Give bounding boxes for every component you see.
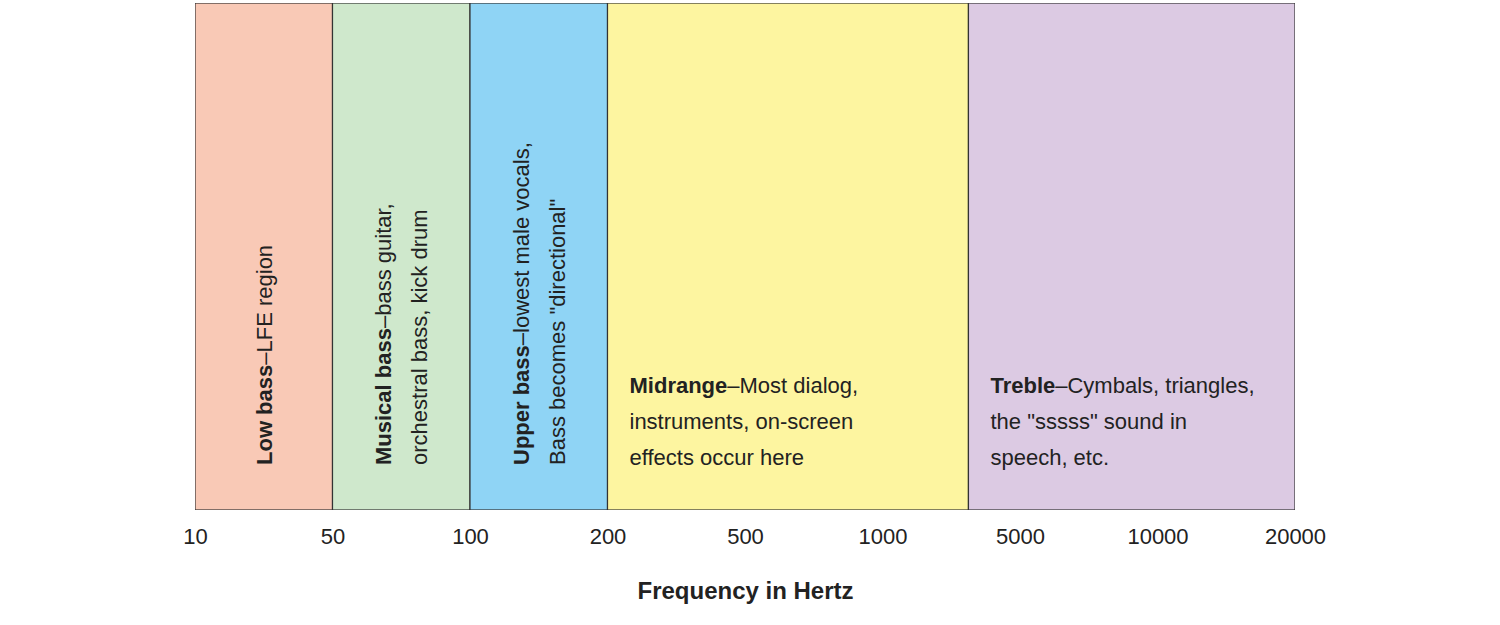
svg-text:Upper bass–lowest male vocals,: Upper bass–lowest male vocals,	[509, 142, 534, 465]
svg-text:50: 50	[321, 524, 345, 549]
svg-text:5000: 5000	[996, 524, 1045, 549]
svg-text:Musical bass–bass guitar,: Musical bass–bass guitar,	[371, 203, 396, 465]
svg-text:200: 200	[590, 524, 627, 549]
svg-text:10000: 10000	[1127, 524, 1188, 549]
svg-text:Treble–Cymbals, triangles,: Treble–Cymbals, triangles,	[990, 373, 1254, 398]
svg-text:Bass becomes "directional": Bass becomes "directional"	[545, 199, 570, 465]
svg-text:instruments, on-screen: instruments, on-screen	[630, 409, 854, 434]
svg-text:100: 100	[452, 524, 489, 549]
svg-text:1000: 1000	[859, 524, 908, 549]
svg-text:Frequency in Hertz: Frequency in Hertz	[637, 577, 853, 604]
svg-text:20000: 20000	[1265, 524, 1326, 549]
svg-text:speech, etc.: speech, etc.	[990, 445, 1109, 470]
svg-text:effects occur here: effects occur here	[630, 445, 804, 470]
svg-text:the "sssss" sound in: the "sssss" sound in	[990, 409, 1187, 434]
svg-text:Low bass–LFE region: Low bass–LFE region	[252, 245, 277, 465]
svg-text:Midrange–Most dialog,: Midrange–Most dialog,	[630, 373, 859, 398]
svg-text:orchestral bass, kick drum: orchestral bass, kick drum	[407, 209, 432, 465]
svg-text:500: 500	[727, 524, 764, 549]
svg-text:10: 10	[183, 524, 207, 549]
